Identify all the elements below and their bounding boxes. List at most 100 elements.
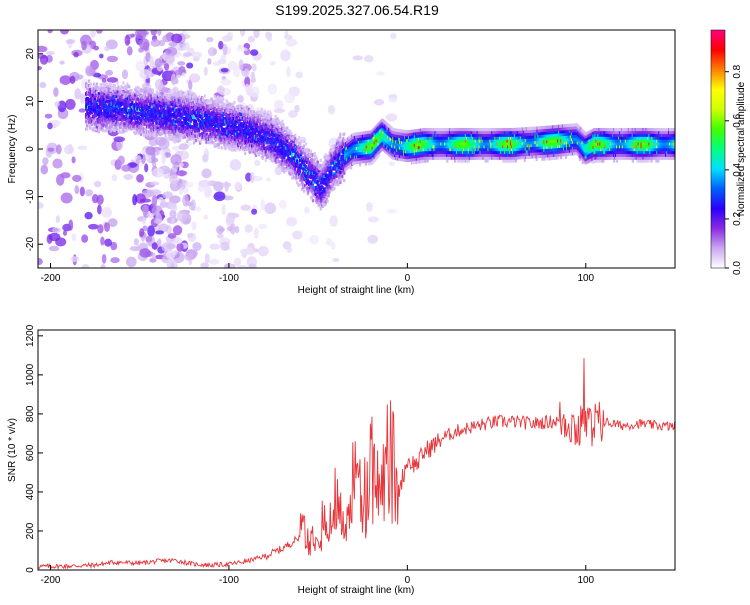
spectrogram-cell [292, 230, 303, 240]
spectrogram-cell [250, 49, 259, 56]
spectrogram-cell [299, 143, 302, 147]
spectrogram-cell [47, 122, 53, 130]
spectrogram-cell [191, 51, 203, 59]
spectrogram-cell [69, 75, 76, 84]
spectrogram-cell [53, 87, 59, 97]
spectrogram-cell [145, 235, 153, 243]
spectrogram-cell [247, 35, 256, 43]
spectrogram-cell [111, 112, 114, 116]
spectrogram-cell [77, 145, 88, 150]
spectrogram-cell [89, 116, 93, 120]
spectrogram-cell [91, 121, 95, 125]
spectrogram-cell [180, 94, 183, 98]
spectrogram-cell [88, 114, 91, 118]
spectrogram-cell [238, 120, 241, 125]
spectrogram-cell [250, 171, 255, 184]
spectrogram-cell [251, 63, 257, 72]
spectrogram-cell [93, 180, 102, 188]
spectrogram-cell [152, 103, 155, 108]
spectrogram-cell [285, 38, 298, 47]
spectrogram-cell [170, 154, 182, 166]
spectrogram-cell [204, 253, 210, 264]
spectrogram-cell [109, 82, 112, 86]
spectrogram-cell [114, 116, 117, 121]
spectrogram-cell [265, 177, 271, 182]
spectrogram-cell [124, 84, 127, 89]
spectrogram-cell [141, 218, 147, 225]
spectrogram-cell [233, 181, 242, 191]
spectrogram-cell [367, 216, 379, 223]
spectrogram-cell [103, 113, 106, 117]
spectrogram-cell [161, 122, 164, 127]
spectrogram-cell [126, 93, 129, 97]
spectrogram-cell [216, 105, 219, 109]
spectrogram-cell [313, 152, 316, 156]
spectrogram-cell [388, 93, 398, 99]
spectrogram-cell [206, 36, 214, 43]
spectrogram-cell [136, 130, 139, 134]
spectrogram-cell [294, 136, 297, 141]
spectrogram-cell [124, 34, 131, 46]
spectrogram-cell [186, 139, 189, 143]
spectrogram-cell [311, 199, 314, 203]
spectrogram-cell [186, 62, 194, 69]
spectrogram-cell [199, 139, 203, 143]
spectrogram-cell [260, 199, 266, 211]
spectrogram-cell [274, 114, 277, 118]
spectrogram-cell [78, 108, 86, 113]
spectrogram-cell [203, 214, 208, 220]
spectrogram-cell [343, 171, 346, 175]
spectrogram-cell [239, 30, 246, 37]
spectrogram-cell [94, 100, 98, 104]
spectrogram-cell [204, 186, 212, 198]
spectrogram-cell [307, 148, 311, 152]
spectrogram-cell [87, 111, 90, 115]
spectrogram-cell [220, 123, 223, 127]
spectrogram-cell [324, 153, 327, 157]
spectrogram-cell [55, 173, 65, 186]
spectrogram-cell [52, 158, 63, 169]
spectrogram-cell [87, 102, 90, 106]
spectrogram-cell [70, 256, 80, 263]
spectrogram-cell [141, 89, 145, 93]
spectrogram-cell [124, 110, 127, 115]
spectrogram-cell [128, 109, 131, 113]
spectrogram-cell [140, 119, 143, 123]
spectrogram-cell [302, 144, 306, 148]
spectrogram-cell [74, 185, 80, 195]
spectrogram-cell [244, 76, 251, 88]
spectrogram-cell [47, 147, 55, 152]
spectrogram-cell [286, 126, 289, 130]
spectrogram-cell [96, 93, 100, 98]
spectrogram-cell [242, 109, 245, 113]
spectrogram-cell [138, 125, 141, 129]
spectrogram-cell [260, 107, 263, 112]
spectrogram-cell [316, 160, 319, 164]
spectrogram-cell [264, 150, 267, 154]
spectrogram-cell [234, 148, 237, 152]
spectrogram-cell [244, 130, 247, 135]
spectrogram-cell [179, 137, 182, 141]
spectrogram-cell [247, 128, 251, 132]
spectrogram-cell [86, 127, 89, 131]
spectrogram-cell [322, 181, 325, 185]
spectrogram-cell [93, 94, 97, 99]
spectrogram-cell [134, 87, 137, 92]
spectrogram-cell [261, 135, 264, 140]
spectrogram-cell [150, 181, 160, 186]
spectrogram-cell [194, 138, 198, 143]
spectrogram-cell [149, 95, 153, 99]
spectrogram-cell [65, 39, 76, 45]
spectrogram-cell [93, 45, 100, 51]
spectrogram-cell [132, 126, 135, 130]
spectrogram-cell [141, 129, 144, 133]
spectrogram-cell [290, 131, 293, 136]
spectrogram-cell [110, 117, 113, 121]
spectrogram-cell [116, 81, 119, 85]
spectrogram-cell [121, 164, 131, 172]
spectrogram-cell [151, 242, 158, 250]
spectrogram-cell [304, 206, 310, 214]
spectrogram-cell [237, 105, 240, 109]
spectrogram-cell [169, 174, 179, 185]
